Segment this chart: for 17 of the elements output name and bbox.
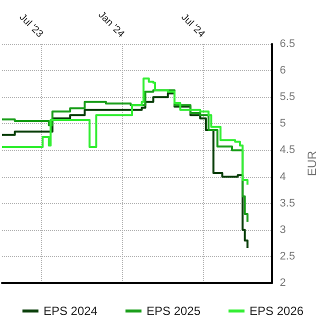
legend-label: EPS 2025: [146, 304, 201, 318]
y-tick-label: 3: [280, 224, 286, 236]
y-tick-label: 5.5: [280, 91, 296, 104]
y-tick-label: 4: [280, 170, 286, 183]
x-tick-label: Jan '24: [96, 10, 127, 40]
y-tick-label: 6: [280, 64, 286, 77]
y-tick-label: 2.5: [280, 250, 296, 262]
x-tick-label: Jul '24: [178, 12, 208, 40]
y-tick-label: 3.5: [280, 197, 296, 210]
x-tick-label: Jul '23: [16, 12, 46, 40]
y-tick-label: 5: [280, 118, 286, 130]
legend-label: EPS 2026: [250, 304, 304, 318]
y-tick-label: 4.5: [280, 144, 296, 156]
y-tick-label: 2: [280, 277, 286, 289]
y-tick-label: 6.5: [280, 38, 296, 50]
y-axis-title: EUR: [305, 150, 319, 176]
legend-label: EPS 2024: [43, 304, 98, 318]
